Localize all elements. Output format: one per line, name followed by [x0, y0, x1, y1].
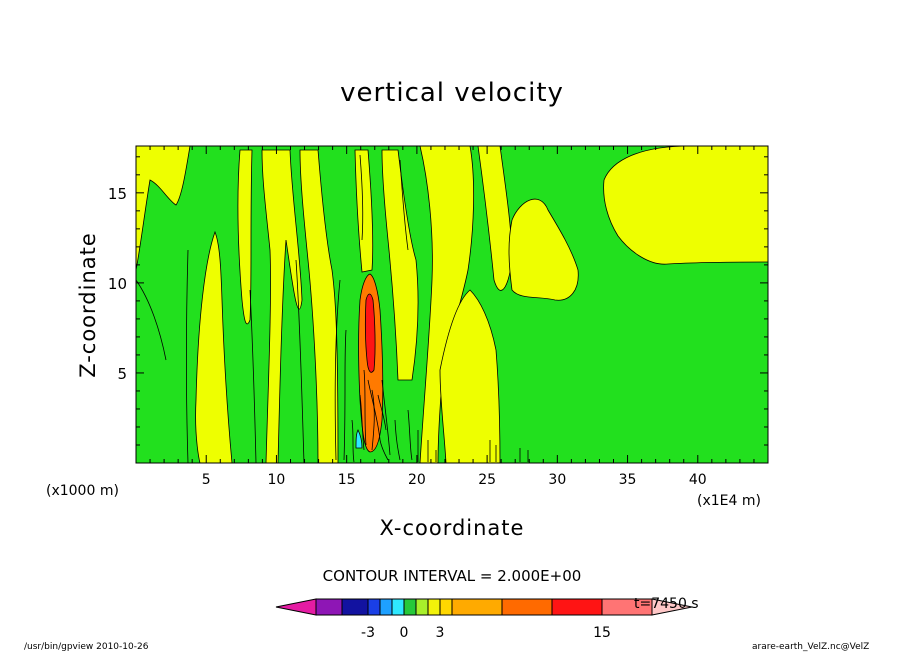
colorbar-segment — [367, 598, 381, 616]
region-band-f — [419, 145, 475, 464]
colorbar-arrow-min — [275, 598, 317, 616]
y-tick-label-5: 5 — [117, 365, 127, 383]
colorbar-arrow-max — [651, 598, 693, 616]
region-band-e — [381, 149, 419, 381]
colorbar-segment — [551, 598, 603, 616]
colorbar-segment — [391, 598, 405, 616]
x-axis-label: X-coordinate — [379, 516, 525, 540]
colorbar-labels: -3 0 3 15 — [361, 625, 611, 641]
updraft-core — [355, 273, 384, 453]
plot-frame — [135, 145, 769, 464]
colorbar-segment — [451, 598, 503, 616]
region-band-i — [508, 198, 579, 301]
footer-program-date: /usr/bin/gpview 2010-10-26 — [24, 642, 149, 652]
x-tick-label-20: 20 — [408, 472, 426, 488]
x-scale-label: (x1E4 m) — [697, 493, 761, 509]
updraft-cyan-edge — [355, 429, 363, 449]
x-tick-label-30: 30 — [548, 472, 566, 488]
x-tick-label-40: 40 — [689, 472, 707, 488]
x-axis-ticks — [149, 146, 755, 463]
colorbar-label-0: 0 — [400, 625, 409, 641]
region-right — [603, 145, 769, 265]
y-axis-label: Z-coordinate — [76, 232, 100, 378]
positive-regions — [135, 145, 769, 464]
contour-lines — [135, 154, 529, 464]
region-band-a — [237, 149, 253, 325]
y-tick-label-15: 15 — [108, 185, 127, 203]
x-unit-label: (x1000 m) — [46, 483, 119, 499]
colorbar-segment — [403, 598, 417, 616]
region-left-top — [135, 145, 191, 271]
chart-title: vertical velocity — [340, 78, 564, 108]
region-band-b — [261, 149, 303, 464]
x-tick-label-10: 10 — [268, 472, 286, 488]
time-label: t=7450 s — [634, 596, 699, 612]
footer-file-variable: arare-earth_VelZ.nc@VelZ — [752, 642, 870, 652]
y-axis-ticks — [136, 156, 768, 446]
region-band-h — [477, 145, 513, 291]
colorbar-segment — [379, 598, 393, 616]
x-tick-label-15: 15 — [338, 472, 356, 488]
colorbar-segment — [341, 598, 369, 616]
colorbar-segment — [415, 598, 429, 616]
x-tick-label-5: 5 — [202, 472, 211, 488]
colorbar-label--3: -3 — [361, 625, 375, 641]
y-axis-tick-labels: 5 10 15 — [108, 185, 127, 383]
x-tick-label-25: 25 — [478, 472, 496, 488]
colorbar-label-15: 15 — [593, 625, 611, 641]
colorbar-label-3: 3 — [436, 625, 445, 641]
updraft-red-core — [364, 293, 376, 373]
colorbar-segment — [439, 598, 453, 616]
region-band-d — [354, 149, 374, 273]
colorbar-segment — [427, 598, 441, 616]
x-tick-label-35: 35 — [619, 472, 637, 488]
region-band-g — [439, 289, 501, 464]
colorbar — [275, 598, 693, 616]
colorbar-segment — [501, 598, 553, 616]
colorbar-segment — [315, 598, 343, 616]
x-axis-tick-labels: 5 10 15 20 25 30 35 40 — [202, 472, 707, 488]
y-tick-label-10: 10 — [108, 275, 127, 293]
plot-area — [135, 145, 769, 464]
contour-interval-label: CONTOUR INTERVAL = 2.000E+00 — [322, 567, 582, 585]
